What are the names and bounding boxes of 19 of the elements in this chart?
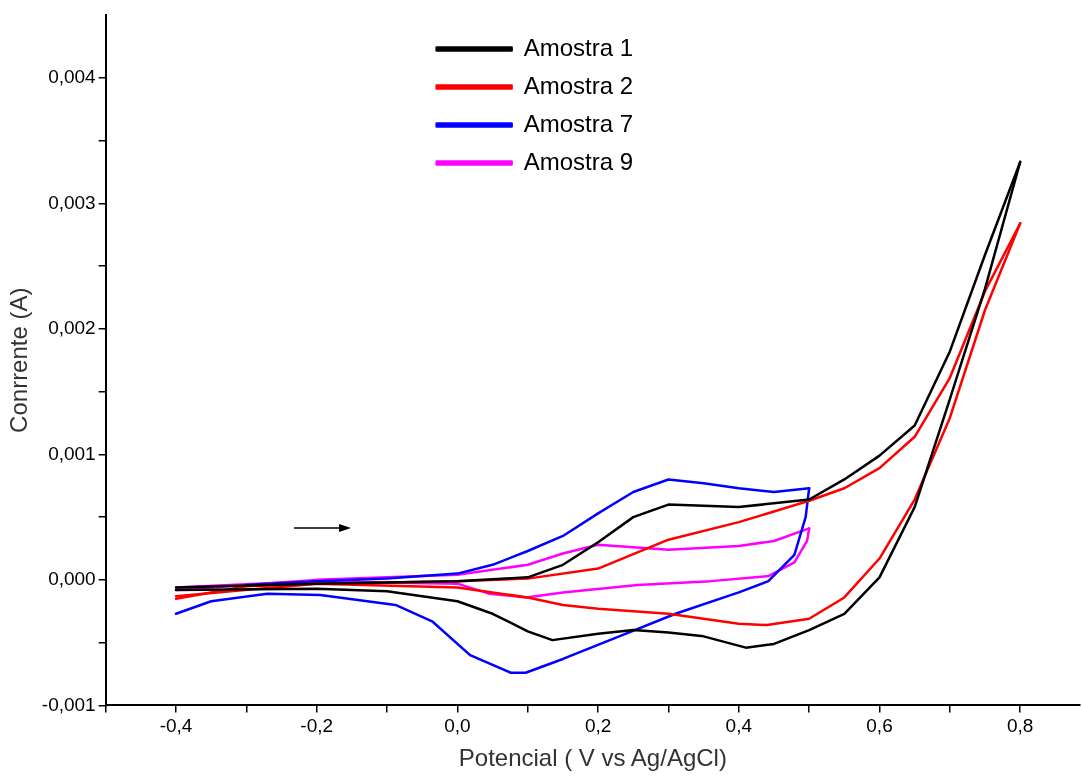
legend-label: Amostra 2 [523,71,634,99]
legend-label: Amostra 1 [523,33,634,61]
y-tick-label: -0,001 [41,693,96,715]
x-tick-label: 0,0 [444,715,471,737]
y-tick-label: 0,003 [48,191,96,213]
legend-label: Amostra 9 [523,147,634,175]
x-tick-label: 0,2 [584,715,612,737]
y-axis-title: Conrrente (A) [5,287,33,433]
x-tick-label: 0,6 [866,715,893,737]
x-tick-label: 0,4 [725,715,753,737]
y-tick-label: 0,002 [48,317,96,339]
legend-label: Amostra 7 [523,109,634,137]
y-tick-label: 0,001 [48,442,96,464]
x-tick-label: -0,2 [300,715,334,737]
y-tick-label: 0,000 [48,568,96,590]
y-tick-label: 0,004 [48,66,97,87]
x-axis-title: Potencial ( V vs Ag/AgCl) [458,744,727,772]
x-tick-label: -0,4 [159,715,193,737]
x-tick-label: 0,8 [1006,715,1034,737]
